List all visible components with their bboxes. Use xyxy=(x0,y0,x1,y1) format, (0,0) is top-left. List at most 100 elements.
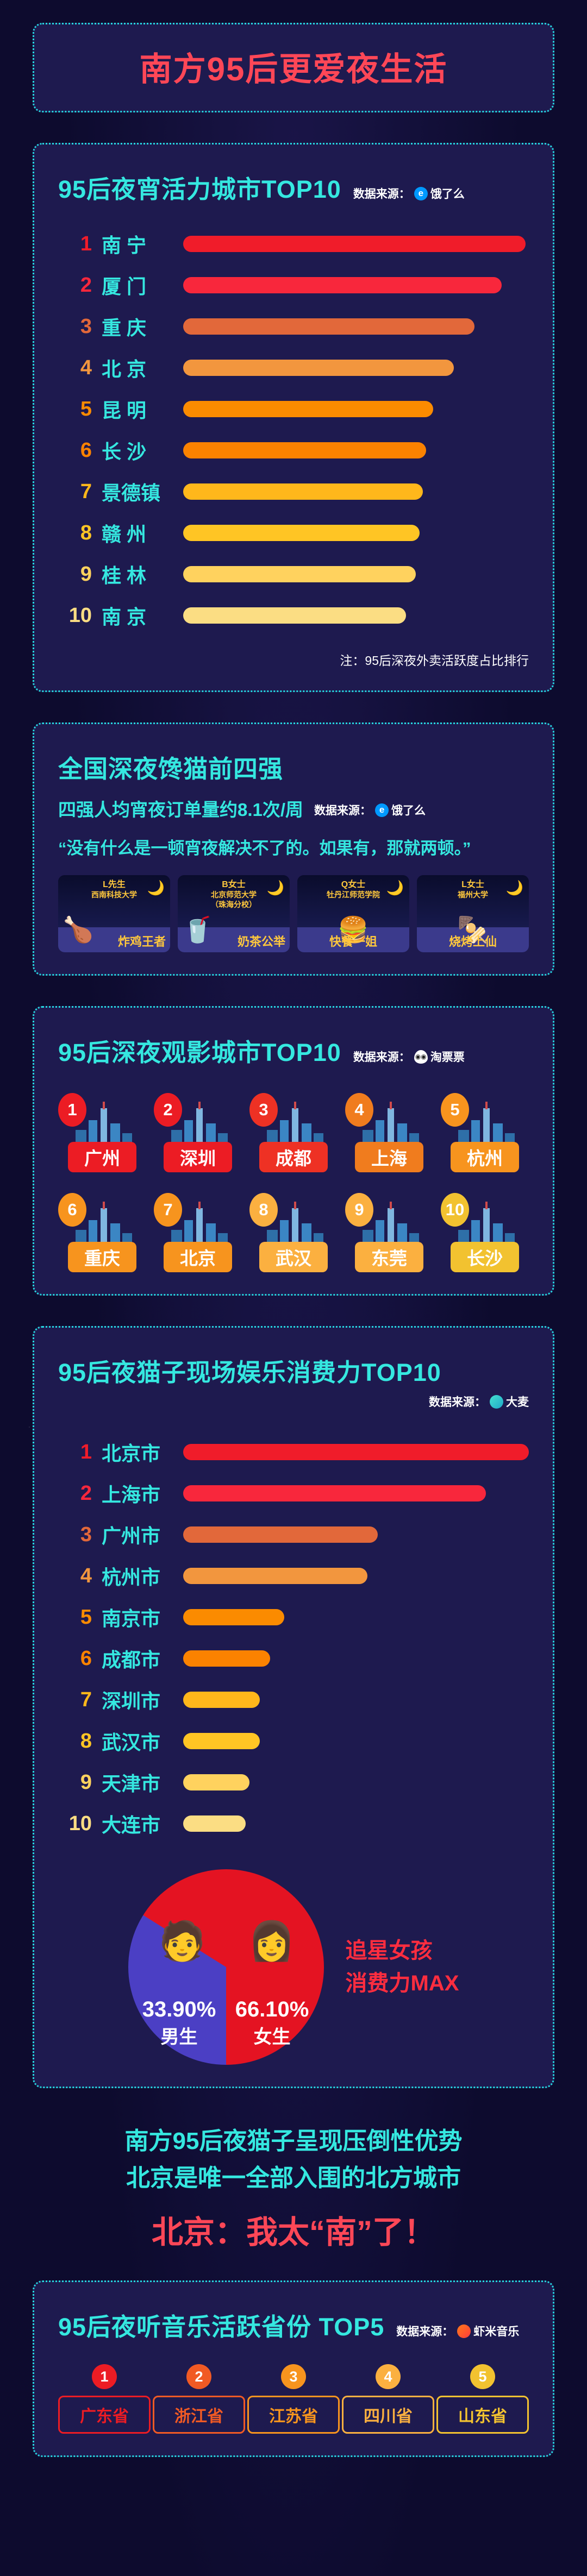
conclusion-banner: 南方95后夜猫子呈现压倒性优势 北京是唯一全部入围的北方城市 北京：我太“南”了… xyxy=(33,2123,554,2252)
rank-badge: 1 xyxy=(58,1093,86,1127)
bar xyxy=(183,566,416,582)
source-label: 数据来源： xyxy=(353,1051,410,1064)
list-item: 4 上海 xyxy=(345,1091,433,1172)
card-sky xyxy=(58,875,170,927)
table-row: 3 重 庆 xyxy=(58,306,529,347)
source-name: 饿了么 xyxy=(430,188,465,200)
moon-icon: 🌙 xyxy=(386,879,404,896)
source-name: 淘票票 xyxy=(430,1051,465,1064)
list-item: 2 深圳 xyxy=(154,1091,242,1172)
source-label: 数据来源： xyxy=(353,188,410,200)
person-name: Q女士 xyxy=(341,880,366,889)
bar xyxy=(183,483,423,500)
pie-annotation: 追星女孩 消费力MAX xyxy=(346,1934,459,2000)
pie-slice-male: 33.90% 男生 xyxy=(142,1997,216,2047)
gender-pie-chart: 🧑 👩 33.90% 男生 66.10% 女生 追星女孩 消费力MAX xyxy=(58,1869,529,2065)
source-label: 数据来源： xyxy=(314,805,372,817)
rank-number: 10 xyxy=(68,604,92,627)
list-item: 🌙 L女士 福州大学 🍢 烧烤上仙 xyxy=(417,875,529,952)
bar xyxy=(183,442,427,458)
rank-badge: 10 xyxy=(441,1193,469,1227)
card-sky xyxy=(178,875,290,927)
person-tag: 奶茶公举 xyxy=(237,935,285,948)
province-name: 江苏省 xyxy=(247,2396,340,2434)
person-name: B女士 xyxy=(222,880,246,889)
list-item: 5 杭州 xyxy=(441,1091,529,1172)
section-header: 95后深夜观影城市TOP10 数据来源： ◉◉ 淘票票 xyxy=(58,1033,529,1068)
rank-number: 3 xyxy=(80,315,92,338)
table-row: 9 桂 林 xyxy=(58,554,529,595)
pie-annotation-line2: 消费力MAX xyxy=(345,1971,459,1995)
section-music-provinces: 95后夜听音乐活跃省份 TOP5 数据来源： 虾米音乐 1 广东省 2 浙江省 3 江苏省… xyxy=(33,2280,554,2458)
bar xyxy=(183,1733,260,1749)
city-name: 桂 林 xyxy=(102,564,147,587)
person-school: 西南科技大学 xyxy=(91,890,137,899)
table-row: 4 北 京 xyxy=(58,347,529,388)
table-row: 10 大连市 xyxy=(58,1803,529,1844)
card-ground xyxy=(417,927,529,952)
moon-icon: 🌙 xyxy=(266,879,284,896)
bar xyxy=(183,1609,284,1625)
section-title: 全国深夜馋猫前四强 xyxy=(58,755,284,783)
table-row: 2 上海市 xyxy=(58,1473,529,1514)
taopiaopiao-logo-icon: ◉◉ 淘票票 xyxy=(414,1048,465,1065)
rank-badge: 4 xyxy=(376,2364,401,2390)
city-name: 天津市 xyxy=(102,1773,161,1795)
rank-number: 5 xyxy=(80,397,92,420)
list-item: 🌙 B女士 北京师范大学 （珠海分校） 🥤 奶茶公举 xyxy=(178,875,290,952)
rank-number: 8 xyxy=(80,521,92,544)
list-item: 3 成都 xyxy=(249,1091,338,1172)
city-name: 北京市 xyxy=(102,1442,161,1465)
section-quote: “没有什么是一顿宵夜解决不了的。如果有，那就两顿。” xyxy=(58,839,471,858)
city-name: 成都市 xyxy=(102,1649,161,1671)
list-item: 1 广州 xyxy=(58,1091,146,1172)
female-avatar-icon: 👩 xyxy=(248,1920,296,1962)
banner-line-2: 北京是唯一全部入围的北方城市 xyxy=(126,2165,461,2192)
rank-number: 1 xyxy=(80,232,92,255)
list-item: 6 重庆 xyxy=(58,1191,146,1272)
city-name: 武汉 xyxy=(259,1242,328,1272)
bbq-skewer-icon: 🍢 xyxy=(457,915,489,944)
city-name: 景德镇 xyxy=(102,482,161,504)
table-row: 7 景德镇 xyxy=(58,471,529,512)
rank-badge: 2 xyxy=(186,2364,211,2390)
table-row: 1 南 宁 xyxy=(58,223,529,265)
bar xyxy=(183,525,420,541)
foodie-card-list: 🌙 L先生 西南科技大学 🍗 炸鸡王者 🌙 B女士 北京师范大学 （珠海分校） 🥤 奶茶公举 🌙 Q女士… xyxy=(58,875,529,952)
pie-graphic: 🧑 👩 33.90% 男生 66.10% 女生 xyxy=(128,1869,324,2065)
burger-icon: 🍔 xyxy=(338,915,369,944)
eleme-logo-icon: e 饿了么 xyxy=(375,802,426,818)
source-name: 虾米音乐 xyxy=(473,2326,520,2339)
card-ground xyxy=(297,927,409,952)
rank-number: 8 xyxy=(80,1729,92,1752)
rank-number: 7 xyxy=(80,1688,92,1711)
section-foodie-top4: 全国深夜馋猫前四强 四强人均宵夜订单量约8.1次/周 数据来源： e 饿了么 “… xyxy=(33,722,554,976)
section-header: 95后夜听音乐活跃省份 TOP5 数据来源： 虾米音乐 xyxy=(58,2307,529,2342)
table-row: 6 长 沙 xyxy=(58,430,529,471)
province-name: 广东省 xyxy=(58,2396,151,2434)
list-item: 3 江苏省 xyxy=(247,2364,340,2434)
rank-number: 3 xyxy=(80,1523,92,1546)
city-name: 上海市 xyxy=(102,1484,161,1506)
data-source: 数据来源： ◉◉ 淘票票 xyxy=(353,1048,465,1068)
city-name: 南京市 xyxy=(102,1607,161,1630)
header-panel: 南方95后更爱夜生活 xyxy=(33,23,554,112)
table-row: 5 昆 明 xyxy=(58,388,529,430)
city-row: 6 重庆 7 北京 8 武汉 9 东莞 10 长沙 xyxy=(58,1191,529,1272)
section-title: 95后夜听音乐活跃省份 TOP5 xyxy=(58,2313,385,2341)
table-row: 8 赣 州 xyxy=(58,512,529,554)
city-name: 昆 明 xyxy=(102,399,147,422)
banner-line-1: 南方95后夜猫子呈现压倒性优势 xyxy=(124,2128,463,2154)
list-item: 10 长沙 xyxy=(441,1191,529,1272)
section-subtitle-row: 四强人均宵夜订单量约8.1次/周 数据来源： e 饿了么 xyxy=(58,795,529,821)
rank-badge: 2 xyxy=(154,1093,182,1127)
rank-number: 5 xyxy=(80,1605,92,1629)
city-name: 北京 xyxy=(164,1242,232,1272)
city-name: 厦 门 xyxy=(102,275,147,298)
rank-number: 7 xyxy=(80,480,92,503)
section-title: 95后夜宵活力城市TOP10 xyxy=(58,175,341,203)
table-row: 5 南京市 xyxy=(58,1597,529,1638)
province-name: 山东省 xyxy=(436,2396,529,2434)
source-name: 大麦 xyxy=(506,1396,529,1409)
